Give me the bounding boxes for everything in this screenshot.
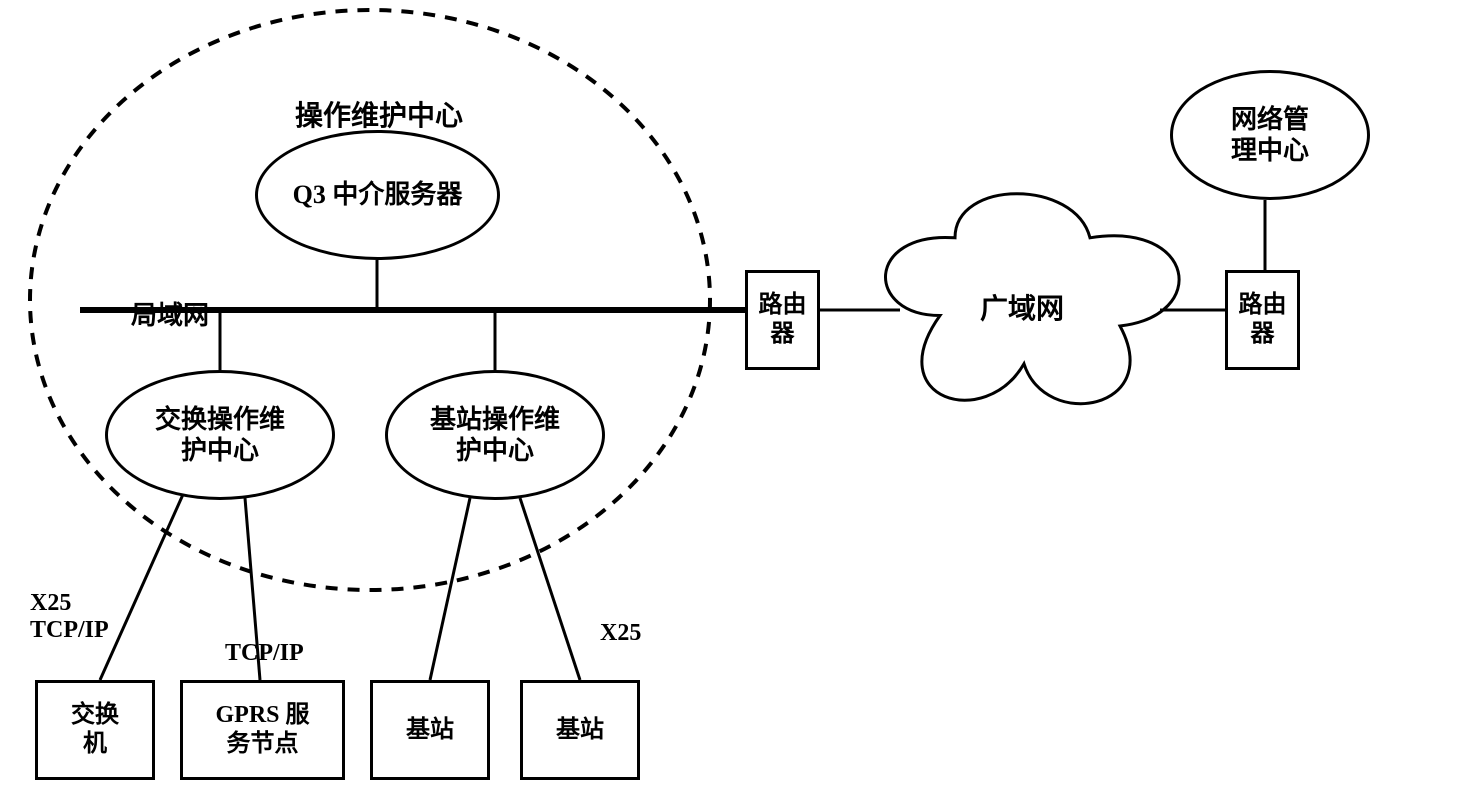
title-line1: 操作维护中心 (295, 94, 463, 134)
lan-label-text: 局域网 (131, 301, 209, 330)
proto-p_x25: X25 (600, 620, 641, 647)
wan-label: 广域网 (980, 287, 1064, 327)
edge-omc_bs_bs1 (430, 498, 470, 680)
node-bs1: 基站 (370, 680, 490, 780)
node-switch: 交换 机 (35, 680, 155, 780)
edge-omc_sw_switch (100, 490, 185, 680)
edge-omc_bs_bs2 (520, 498, 580, 680)
lan-label: 局域网 (105, 265, 209, 362)
node-gprs: GPRS 服 务节点 (180, 680, 345, 780)
node-q3: Q3 中介服务器 (255, 130, 500, 260)
proto-p_x25_tcpip: X25 TCP/IP (30, 590, 109, 644)
node-omc_bs: 基站操作维 护中心 (385, 370, 605, 500)
node-bs2: 基站 (520, 680, 640, 780)
node-router2: 路由 器 (1225, 270, 1300, 370)
node-nmc: 网络管 理中心 (1170, 70, 1370, 200)
proto-p_tcpip: TCP/IP (225, 640, 304, 667)
node-router1: 路由 器 (745, 270, 820, 370)
diagram-canvas: 操作维护中心 环境 局域网 广域网 Q3 中介服务器交换操作维 护中心基站操作维… (0, 0, 1478, 810)
node-omc_sw: 交换操作维 护中心 (105, 370, 335, 500)
